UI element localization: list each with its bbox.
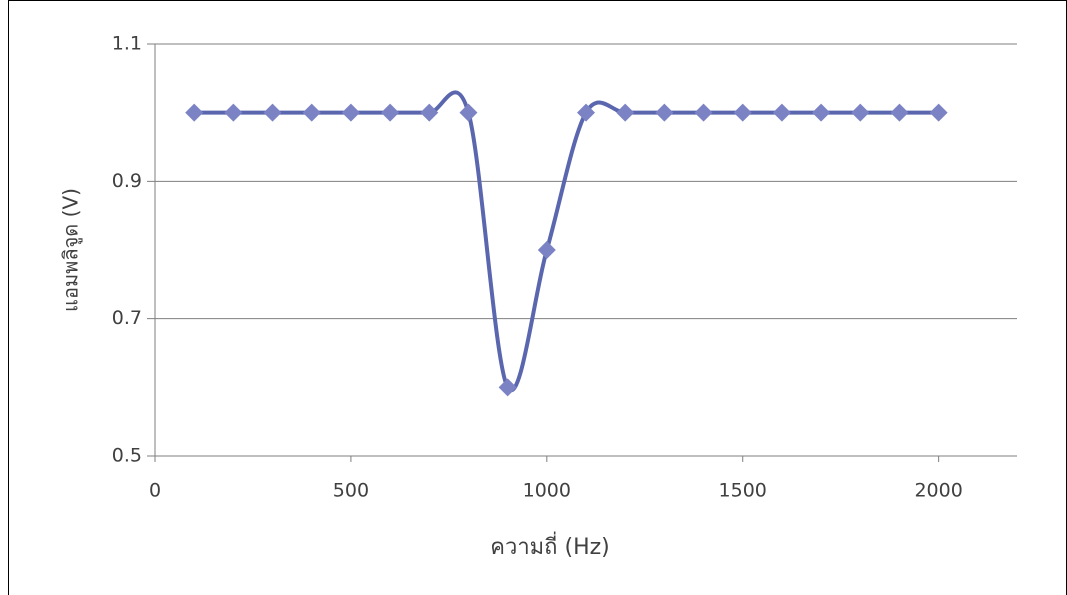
data-marker (694, 103, 713, 122)
x-tick-label: 1500 (719, 480, 767, 502)
data-marker (616, 103, 635, 122)
data-marker (577, 103, 595, 122)
data-marker (498, 378, 517, 397)
data-marker (381, 103, 400, 122)
data-marker (851, 103, 870, 122)
y-tick-label: 0.9 (112, 170, 142, 192)
x-tick-label: 500 (333, 480, 369, 502)
data-marker (733, 103, 752, 122)
x-tick-label: 0 (149, 480, 161, 502)
y-tick-label: 0.5 (112, 445, 142, 467)
data-marker (812, 103, 831, 122)
x-axis-label: ความถี่ (Hz) (490, 531, 610, 560)
data-marker (302, 103, 321, 122)
data-marker (890, 103, 909, 122)
y-axis-label: แอมพลิจูด (V) (59, 188, 84, 312)
data-marker (263, 103, 282, 122)
data-marker (772, 103, 791, 122)
y-tick-label: 1.1 (112, 33, 142, 55)
data-marker (224, 103, 243, 122)
x-tick-label: 1000 (523, 480, 571, 502)
data-marker (537, 241, 556, 259)
y-tick-label: 0.7 (112, 307, 142, 329)
data-line (194, 90, 939, 393)
data-marker (420, 103, 439, 122)
data-marker (185, 103, 204, 122)
data-marker (655, 103, 674, 122)
data-marker (459, 103, 478, 122)
x-tick-label: 2000 (914, 480, 962, 502)
data-marker (929, 103, 948, 122)
data-marker (341, 103, 360, 122)
